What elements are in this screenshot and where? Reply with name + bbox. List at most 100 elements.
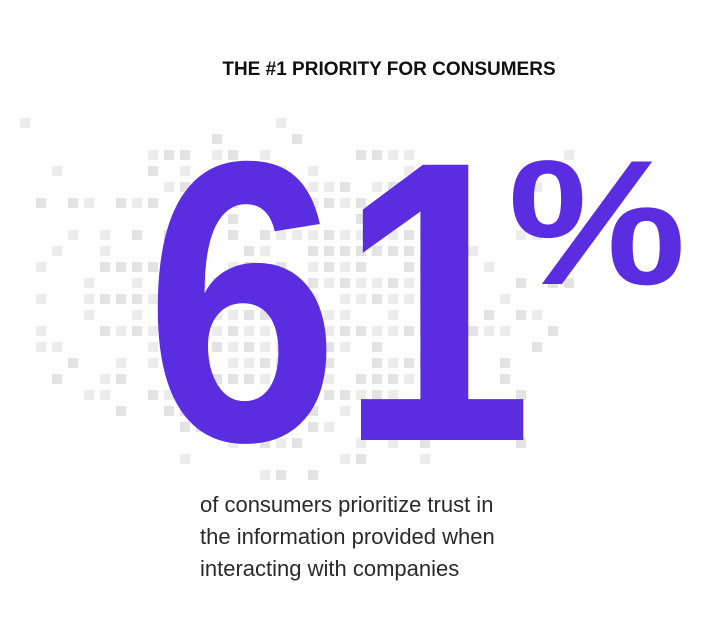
description-line: of consumers prioritize trust in <box>200 492 493 517</box>
pixel <box>292 390 302 400</box>
pixel <box>484 310 494 320</box>
pixel <box>452 246 462 256</box>
pixel <box>100 230 110 240</box>
pixel <box>516 310 526 320</box>
pixel <box>116 374 126 384</box>
pixel <box>228 198 238 208</box>
pixel <box>180 454 190 464</box>
pixel <box>388 390 398 400</box>
pixel <box>180 150 190 160</box>
pixel <box>260 342 270 352</box>
pixel <box>228 310 238 320</box>
pixel <box>292 182 302 192</box>
pixel <box>228 406 238 416</box>
pixel <box>308 326 318 336</box>
pixel <box>340 198 350 208</box>
pixel <box>100 246 110 256</box>
pixel <box>164 278 174 288</box>
pixel-pattern <box>20 118 574 480</box>
pixel <box>324 310 334 320</box>
pixel <box>68 230 78 240</box>
pixel <box>260 358 270 368</box>
pixel <box>356 454 366 464</box>
pixel <box>68 198 78 208</box>
pixel <box>276 358 286 368</box>
pixel <box>420 278 430 288</box>
pixel <box>164 310 174 320</box>
pixel <box>36 198 46 208</box>
pixel <box>84 198 94 208</box>
pixel <box>260 246 270 256</box>
pixel <box>324 198 334 208</box>
pixel <box>260 470 270 480</box>
pixel <box>388 326 398 336</box>
pixel <box>340 406 350 416</box>
pixel <box>564 150 574 160</box>
pixel <box>420 230 430 240</box>
pixel <box>308 198 318 208</box>
pixel <box>452 294 462 304</box>
pixel <box>436 422 446 432</box>
pixel <box>212 342 222 352</box>
pixel <box>196 422 206 432</box>
pixel <box>180 246 190 256</box>
pixel <box>276 310 286 320</box>
pixel <box>292 358 302 368</box>
pixel <box>244 278 254 288</box>
pixel <box>308 166 318 176</box>
pixel <box>548 326 558 336</box>
pixel <box>372 246 382 256</box>
pixel <box>292 438 302 448</box>
pixel <box>308 278 318 288</box>
pixel <box>100 262 110 272</box>
pixel <box>324 326 334 336</box>
pixel <box>500 374 510 384</box>
pixel <box>164 390 174 400</box>
pixel <box>292 310 302 320</box>
pixel <box>180 198 190 208</box>
pixel <box>148 262 158 272</box>
pixel <box>356 438 366 448</box>
pixel <box>340 230 350 240</box>
pixel <box>404 262 414 272</box>
pixel <box>100 294 110 304</box>
pixel <box>212 374 222 384</box>
pixel <box>436 278 446 288</box>
pixel <box>196 246 206 256</box>
pixel <box>260 326 270 336</box>
pixel <box>340 310 350 320</box>
pixel <box>532 310 542 320</box>
pixel <box>228 294 238 304</box>
pixel <box>244 326 254 336</box>
pixel <box>404 294 414 304</box>
pixel <box>372 390 382 400</box>
pixel <box>276 214 286 224</box>
pixel <box>292 134 302 144</box>
pixel <box>100 374 110 384</box>
pixel <box>388 246 398 256</box>
pixel <box>404 246 414 256</box>
pixel <box>20 118 30 128</box>
pixel <box>68 358 78 368</box>
pixel <box>164 182 174 192</box>
pixel <box>356 374 366 384</box>
pixel <box>148 166 158 176</box>
pixel <box>276 278 286 288</box>
pixel <box>468 326 478 336</box>
pixel <box>196 326 206 336</box>
pixel <box>260 294 270 304</box>
pixel <box>164 342 174 352</box>
pixel <box>324 182 334 192</box>
pixel <box>180 262 190 272</box>
pixel <box>180 310 190 320</box>
pixel <box>308 310 318 320</box>
pixel <box>340 326 350 336</box>
pixel <box>404 358 414 368</box>
pixel <box>564 278 574 288</box>
pixel <box>324 246 334 256</box>
pixel <box>356 198 366 208</box>
pixel <box>308 470 318 480</box>
stat-number: 61 <box>145 78 533 525</box>
pixel <box>436 230 446 240</box>
